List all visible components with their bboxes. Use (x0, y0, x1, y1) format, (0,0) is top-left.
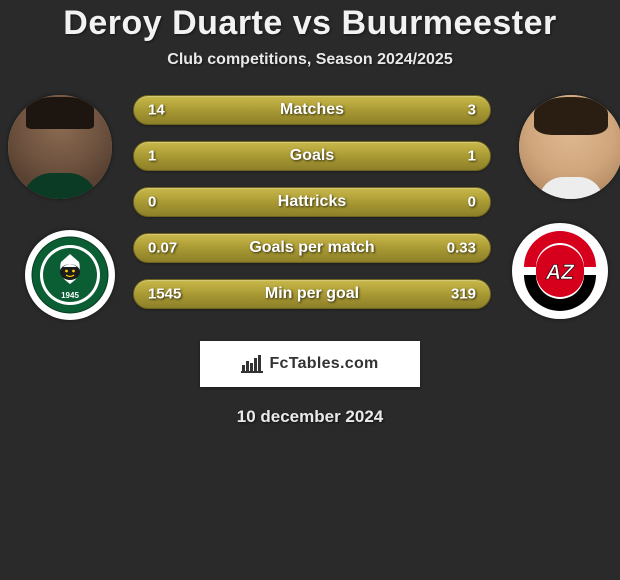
club-right-badge: AZ (512, 223, 608, 319)
stat-left-value: 0.07 (148, 240, 177, 257)
stat-right-value: 0 (468, 194, 476, 211)
stat-row-matches: 14 Matches 3 (133, 95, 491, 125)
stat-label: Matches (280, 101, 344, 119)
stat-left-value: 1 (148, 148, 156, 165)
stat-row-gpm: 0.07 Goals per match 0.33 (133, 233, 491, 263)
bar-chart-icon (241, 355, 263, 373)
stat-right-value: 1 (468, 148, 476, 165)
stat-label: Goals per match (249, 239, 374, 257)
club-left-badge: 1945 (25, 230, 115, 320)
date-text: 10 december 2024 (0, 407, 620, 427)
stat-label: Goals (290, 147, 334, 165)
subtitle: Club competitions, Season 2024/2025 (0, 51, 620, 69)
stat-left-value: 0 (148, 194, 156, 211)
stat-row-hattricks: 0 Hattricks 0 (133, 187, 491, 217)
stat-right-value: 0.33 (447, 240, 476, 257)
stat-right-value: 319 (451, 286, 476, 303)
stat-label: Min per goal (265, 285, 359, 303)
stat-row-mpg: 1545 Min per goal 319 (133, 279, 491, 309)
stat-left-value: 1545 (148, 286, 181, 303)
stat-right-value: 3 (468, 102, 476, 119)
player-right-face (519, 95, 620, 199)
svg-text:1945: 1945 (61, 291, 79, 300)
page-title: Deroy Duarte vs Buurmeester (0, 4, 620, 43)
svg-text:AZ: AZ (545, 261, 575, 284)
stats-area: 1945 AZ 14 Matches 3 1 Goals 1 (0, 95, 620, 325)
stat-label: Hattricks (278, 193, 346, 211)
stat-row-goals: 1 Goals 1 (133, 141, 491, 171)
attribution-box: FcTables.com (200, 341, 420, 387)
player-left-avatar (8, 95, 112, 199)
az-badge-icon: AZ (518, 229, 602, 313)
ludogorets-badge-icon: 1945 (31, 236, 109, 314)
player-left-face (8, 95, 112, 199)
stat-bars: 14 Matches 3 1 Goals 1 0 Hattricks 0 0.0… (133, 95, 491, 325)
attribution-text: FcTables.com (269, 355, 378, 373)
player-right-avatar (519, 95, 620, 199)
comparison-card: Deroy Duarte vs Buurmeester Club competi… (0, 0, 620, 427)
stat-left-value: 14 (148, 102, 165, 119)
